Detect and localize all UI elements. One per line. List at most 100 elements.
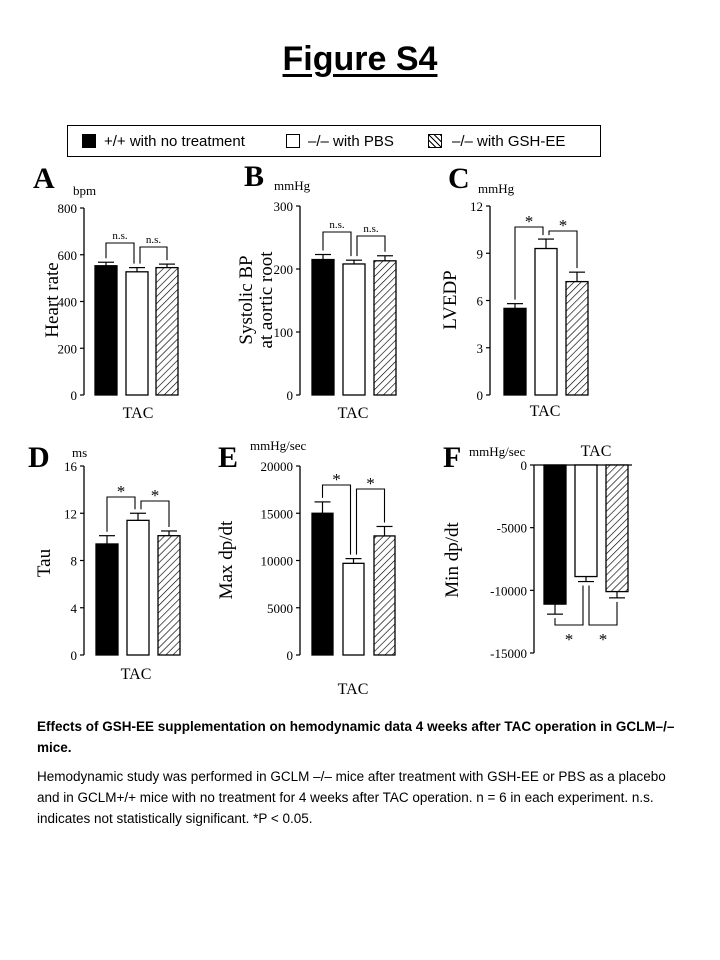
legend-swatch-white [286,134,300,148]
panel-a-sig-label: n.s. [112,230,128,242]
panel-c-tick-label: 6 [477,294,484,309]
figure-caption: Effects of GSH-EE supplementation on hem… [37,716,677,829]
panel-d-tick-label: 4 [71,601,78,616]
panel-f-x-label: TAC [581,443,612,460]
panel-b-unit: mmHg [274,178,311,193]
panel-d-sig-label: * [117,482,126,501]
panel-b-tick-label: 100 [274,325,294,340]
panel-a-tick-label: 800 [58,201,78,216]
panel-b-bar [373,260,397,396]
panel-c-letter: C [448,162,470,195]
panel-b-sig-bracket [322,231,352,257]
panel-c-bar [565,280,589,396]
panel-e-tick-label: 0 [287,648,294,663]
panel-b-bar [342,263,366,396]
panel-d-tick-label: 0 [71,648,78,663]
caption-heading: Effects of GSH-EE supplementation on hem… [37,719,675,755]
caption-body: Hemodynamic study was performed in GCLM … [37,769,666,826]
panel-c-y-label: LVEDP [440,270,461,329]
panel-a-unit: bpm [73,183,96,198]
panel-e-unit: mmHg/sec [250,438,307,453]
legend-swatch-black [82,134,96,148]
panel-c-tick-label: 12 [470,199,483,214]
panel-e-letter: E [218,441,238,474]
panel-d-bar [157,535,181,656]
panel-b-y-label-line: at aortic root [256,251,277,349]
panel-e-sig-bracket [321,484,352,555]
panel-d-tick-label: 8 [71,554,78,569]
panel-a-tick-label: 400 [58,295,78,310]
panel-a-letter: A [33,162,55,195]
panel-f-unit: mmHg/sec [469,444,526,459]
figure-title: Figure S4 [282,40,438,78]
panel-b-y-label: Systolic BPat aortic root [236,251,277,349]
panel-d-sig-bracket [140,500,170,527]
panel-f-tick-label: -5000 [497,521,527,536]
panel-e-tick-label: 5000 [267,601,293,616]
panel-c-tick-label: 3 [477,341,484,356]
panel-f-sig-label: * [599,630,608,649]
panel-b-tick-label: 200 [274,262,294,277]
panel-a-tick-label: 600 [58,248,78,263]
panel-b-letter: B [244,160,264,193]
panel-e-sig-label: * [332,470,341,489]
panel-c-unit: mmHg [478,181,515,196]
panel-e-tick-label: 15000 [261,506,294,521]
panel-d-bar [95,543,119,656]
panel-c-bar [534,247,558,396]
panel-c-sig-label: * [525,212,534,231]
panel-e-tick-label: 10000 [261,554,294,569]
panel-d-tick-label: 12 [64,506,77,521]
legend: +/+ with no treatment –/– with PBS –/– w… [67,125,601,157]
panel-c-sig-label: * [559,216,568,235]
panel-b-sig-label: n.s. [363,223,379,235]
panel-a-bar [94,265,118,396]
panel-f-bar [605,464,629,593]
panel-e-x-label: TAC [338,681,369,698]
panel-d-letter: D [28,441,50,474]
panel-f-tick-label: 0 [521,458,528,473]
panel-a-sig-label: n.s. [146,234,162,246]
legend-swatch-hatch [428,134,442,148]
panel-f-sig-bracket [554,585,584,626]
panel-d-tick-label: 16 [64,459,78,474]
panel-b-x-label: TAC [338,405,369,422]
panel-b-tick-label: 0 [287,388,294,403]
panel-a-sig-bracket [105,242,135,264]
panel-e-bar [373,535,396,656]
panel-c-tick-label: 9 [477,246,484,261]
panel-f-sig-label: * [565,630,574,649]
panel-e-sig-bracket [355,488,386,555]
panel-a-x-label: TAC [123,405,154,422]
panel-f-sig-bracket [588,585,618,626]
panel-d-sig-label: * [151,486,160,505]
panel-b-tick-label: 300 [274,199,294,214]
panel-a-tick-label: 0 [71,388,78,403]
panel-f-bar [574,464,598,578]
panel-a-tick-label: 200 [58,341,78,356]
panel-c-sig-bracket [514,226,544,300]
panel-d-y-label: Tau [34,548,55,577]
panel-a-bar [155,266,179,396]
panel-d-unit: ms [72,445,87,460]
panel-e-bar [311,512,334,656]
panel-f-tick-label: -10000 [490,583,527,598]
legend-label-gshee: –/– with GSH-EE [452,133,566,150]
panel-c-sig-bracket [548,230,578,269]
panel-c-bar [503,307,527,396]
panel-e-bar [342,562,365,656]
panel-b-y-label-line: Systolic BP [236,255,257,344]
panel-f-tick-label: -15000 [490,646,527,661]
panel-d-x-label: TAC [121,666,152,683]
panel-c-x-label: TAC [530,403,561,420]
panel-a-y-label: Heart rate [42,262,63,337]
panel-f-bar [543,464,567,605]
panel-e-sig-label: * [366,474,375,493]
panel-b-sig-label: n.s. [329,219,345,231]
panel-b-bar [311,258,335,396]
panel-a-bar [125,271,149,396]
panel-f-letter: F [443,441,461,474]
legend-label-pbs: –/– with PBS [308,133,394,150]
panel-d-bar [126,519,150,656]
